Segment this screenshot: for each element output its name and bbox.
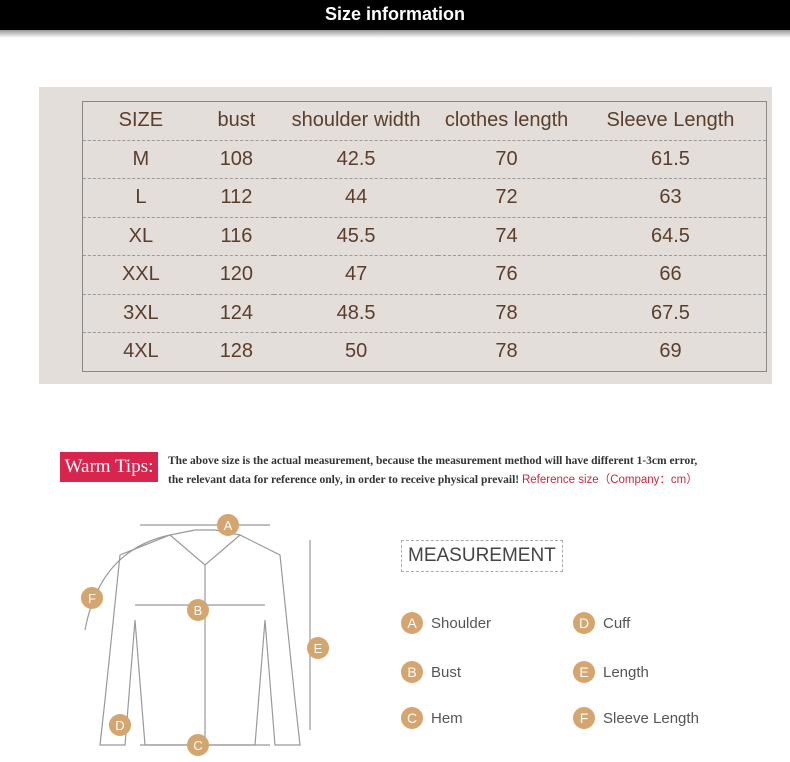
legend-label: Hem: [431, 709, 463, 727]
header-bar: Size information: [0, 0, 790, 30]
table-cell: 72: [438, 178, 575, 218]
table-cell: 4XL: [123, 340, 159, 363]
svg-text:D: D: [115, 718, 124, 733]
svg-text:A: A: [224, 518, 233, 533]
legend-item: A Shoulder: [401, 612, 491, 634]
table-header-row: SIZE bust shoulder width clothes length Slee…: [82, 101, 767, 141]
header-cell: SIZE: [82, 101, 199, 141]
letter-badge: C: [401, 707, 423, 729]
header-cell: Sleeve Length: [574, 101, 767, 141]
svg-text:E: E: [314, 641, 323, 656]
table-cell: 108: [198, 140, 274, 179]
table-cell: XL: [82, 217, 199, 256]
table-row: 4XL 128 50 78 69: [83, 333, 767, 372]
table-cell: 42.5: [274, 140, 439, 179]
table-cell: 50: [344, 340, 368, 363]
table-row: M 108 42.5 70 61.5: [82, 140, 767, 179]
legend-item: B Bust: [401, 661, 461, 683]
table-cell: 45.5: [274, 217, 439, 256]
size-table: SIZE bust shoulder width clothes length Slee…: [82, 101, 767, 372]
table-cell: 47: [274, 255, 439, 295]
table-cell: L: [82, 178, 199, 218]
header-shadow: [0, 30, 790, 38]
legend-item: F Sleeve Length: [573, 707, 699, 729]
legend-label: Bust: [431, 663, 462, 681]
measurement-title: MEASUREMENT: [401, 540, 563, 572]
table-cell: 3XL: [82, 294, 199, 333]
letter-badge: D: [573, 612, 595, 634]
table-cell: 44: [274, 178, 439, 218]
header-cell: bust: [198, 101, 274, 141]
table-row: L 112 44 72 63: [82, 178, 767, 218]
shirt-diagram: A B C D E F: [81, 514, 329, 756]
table-cell: 66: [574, 255, 767, 295]
warm-tips-text: The above size is the actual measurement…: [168, 452, 698, 490]
letter-badge: E: [573, 661, 595, 683]
table-cell: 116: [198, 217, 274, 256]
warm-tips-label: Warm Tips:: [60, 452, 158, 482]
tips-line-1: The above size is the actual measurement…: [168, 455, 698, 467]
size-table-panel: SIZE bust shoulder width clothes length Slee…: [39, 87, 772, 384]
table-row: 3XL 124 48.5 78 67.5: [82, 294, 767, 333]
table-cell: 67.5: [574, 294, 767, 333]
table-cell: 124: [198, 294, 274, 333]
table-cell: 64.5: [574, 217, 767, 256]
tips-line-2: the relevant data for reference only, in…: [168, 474, 520, 486]
legend-label: Sleeve Length: [603, 709, 699, 727]
table-cell: 78: [438, 294, 575, 333]
table-cell: 48.5: [274, 294, 439, 333]
reference-size: Reference size（Company：cm）: [521, 474, 698, 486]
legend-label: Cuff: [603, 614, 631, 632]
table-row: XL 116 45.5 74 64.5: [82, 217, 767, 256]
svg-text:F: F: [88, 591, 96, 606]
legend-item: D Cuff: [573, 612, 630, 634]
table-cell: 120: [198, 255, 274, 295]
legend-label: Shoulder: [431, 614, 492, 632]
table-cell: 112: [198, 178, 274, 218]
table-cell: 69: [659, 340, 682, 363]
table-cell: XXL: [82, 255, 199, 295]
table-cell: 61.5: [574, 140, 767, 179]
legend-item: E Length: [573, 661, 649, 683]
table-cell: 128: [219, 340, 254, 363]
table-cell: 74: [438, 217, 575, 256]
diagram-badges: [81, 514, 329, 756]
letter-badge: F: [573, 707, 595, 729]
header-cell: shoulder width: [274, 101, 439, 141]
header-cell: clothes length: [438, 101, 575, 141]
legend-label: Length: [603, 663, 649, 681]
letter-badge: B: [401, 661, 423, 683]
table-cell: 70: [438, 140, 575, 179]
table-row: XXL 120 47 76 66: [82, 255, 767, 295]
table-cell: M: [82, 140, 199, 179]
legend-item: C Hem: [401, 707, 463, 729]
svg-text:C: C: [193, 738, 202, 753]
table-cell: 63: [574, 178, 767, 218]
letter-badge: A: [401, 612, 423, 634]
table-cell: 76: [438, 255, 575, 295]
svg-text:B: B: [194, 603, 203, 618]
table-cell: 78: [495, 340, 518, 363]
